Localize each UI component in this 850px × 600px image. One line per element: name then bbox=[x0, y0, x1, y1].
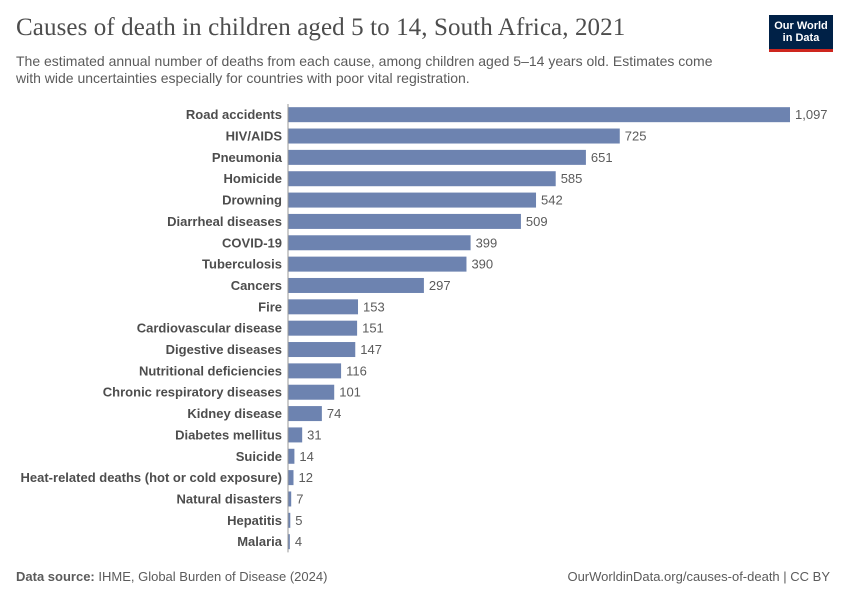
category-label: Heat-related deaths (hot or cold exposur… bbox=[21, 470, 283, 485]
bar[interactable] bbox=[288, 128, 620, 144]
bar[interactable] bbox=[288, 491, 292, 507]
value-label: 101 bbox=[339, 385, 361, 400]
category-label: Cardiovascular disease bbox=[137, 321, 282, 336]
value-label: 7 bbox=[296, 491, 303, 506]
category-label: Tuberculosis bbox=[202, 257, 282, 272]
bar[interactable] bbox=[288, 470, 294, 486]
bar[interactable] bbox=[288, 235, 471, 251]
value-label: 1,097 bbox=[795, 107, 828, 122]
category-label: Digestive diseases bbox=[166, 342, 282, 357]
category-label: HIV/AIDS bbox=[226, 129, 283, 144]
value-label: 74 bbox=[327, 406, 341, 421]
bar[interactable] bbox=[288, 299, 359, 315]
category-label: Pneumonia bbox=[212, 150, 283, 165]
data-source: Data source: IHME, Global Burden of Dise… bbox=[16, 569, 327, 584]
category-label: Hepatitis bbox=[227, 513, 282, 528]
category-label: Diarrheal diseases bbox=[167, 214, 282, 229]
value-label: 542 bbox=[541, 193, 563, 208]
value-label: 585 bbox=[561, 171, 583, 186]
category-label: Road accidents bbox=[186, 107, 282, 122]
category-label: Suicide bbox=[236, 449, 282, 464]
bar[interactable] bbox=[288, 149, 586, 165]
value-label: 297 bbox=[429, 278, 451, 293]
value-label: 5 bbox=[295, 513, 302, 528]
bar[interactable] bbox=[288, 512, 291, 528]
bar[interactable] bbox=[288, 213, 521, 229]
category-label: Natural disasters bbox=[177, 491, 283, 506]
value-label: 509 bbox=[526, 214, 548, 229]
bar[interactable] bbox=[288, 171, 556, 187]
category-label: Malaria bbox=[237, 534, 283, 549]
category-label: COVID-19 bbox=[222, 235, 282, 250]
category-label: Nutritional deficiencies bbox=[139, 363, 282, 378]
category-label: Drowning bbox=[222, 193, 282, 208]
logo-line-2: in Data bbox=[782, 32, 820, 44]
value-label: 153 bbox=[363, 299, 385, 314]
value-label: 116 bbox=[346, 363, 367, 378]
bar[interactable] bbox=[288, 363, 342, 379]
value-label: 147 bbox=[360, 342, 382, 357]
bar[interactable] bbox=[288, 256, 467, 272]
bar[interactable] bbox=[288, 427, 303, 443]
value-label: 651 bbox=[591, 150, 613, 165]
category-label: Cancers bbox=[231, 278, 282, 293]
bar[interactable] bbox=[288, 107, 790, 123]
bar[interactable] bbox=[288, 277, 424, 293]
chart-title: Causes of death in children aged 5 to 14… bbox=[16, 14, 626, 41]
data-source-text[interactable]: IHME, Global Burden of Disease (2024) bbox=[98, 569, 328, 584]
category-label: Fire bbox=[258, 299, 282, 314]
value-label: 31 bbox=[307, 427, 321, 442]
value-label: 725 bbox=[625, 129, 647, 144]
value-label: 390 bbox=[471, 257, 493, 272]
logo-line-1: Our World bbox=[774, 20, 828, 32]
bar[interactable] bbox=[288, 342, 356, 358]
data-source-label: Data source: bbox=[16, 569, 95, 584]
bar[interactable] bbox=[288, 534, 290, 550]
bar[interactable] bbox=[288, 406, 322, 422]
category-label: Diabetes mellitus bbox=[175, 427, 282, 442]
chart-subtitle: The estimated annual number of deaths fr… bbox=[16, 53, 713, 86]
value-label: 4 bbox=[295, 534, 302, 549]
category-label: Chronic respiratory diseases bbox=[103, 385, 282, 400]
category-label: Homicide bbox=[223, 171, 282, 186]
value-label: 151 bbox=[362, 321, 384, 336]
bar[interactable] bbox=[288, 320, 358, 336]
category-label: Kidney disease bbox=[187, 406, 282, 421]
owid-logo[interactable]: Our World in Data bbox=[769, 15, 833, 52]
bar[interactable] bbox=[288, 384, 335, 400]
value-label: 399 bbox=[476, 235, 498, 250]
bar[interactable] bbox=[288, 448, 295, 464]
footer-url[interactable]: OurWorldinData.org/causes-of-death | CC … bbox=[567, 569, 830, 584]
value-label: 12 bbox=[298, 470, 312, 485]
value-label: 14 bbox=[299, 449, 313, 464]
bar[interactable] bbox=[288, 192, 537, 208]
